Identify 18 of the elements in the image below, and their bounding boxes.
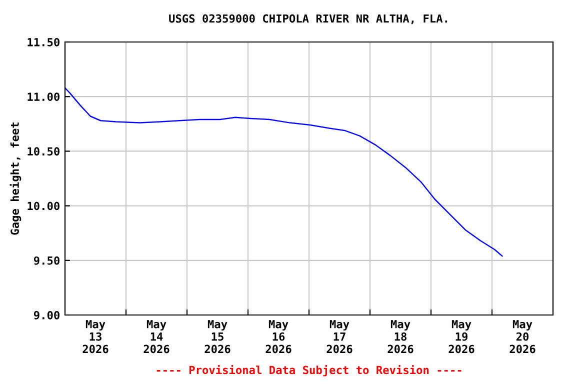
y-tick-label: 11.50 [28, 38, 60, 46]
y-tick-label: 9.00 [34, 310, 60, 320]
chart-title: USGS 02359000 CHIPOLA RIVER NR ALTHA, FLA. [169, 14, 448, 24]
x-tick-label: May 20 2026 [510, 320, 536, 354]
x-tick-label: May 17 2026 [326, 320, 352, 354]
line-series [65, 87, 503, 257]
x-tick-label: May 14 2026 [144, 320, 170, 354]
x-tick-label: May 18 2026 [388, 320, 414, 354]
x-tick-label: May 15 2026 [204, 320, 230, 354]
y-tick-label: 10.00 [28, 202, 60, 210]
y-tick-label: 9.50 [34, 256, 60, 265]
y-tick-label: 10.50 [28, 147, 60, 156]
x-tick-label: May 19 2026 [448, 320, 474, 354]
y-axis-title: Gage height, feet [10, 122, 22, 235]
y-tick-label: 11.00 [28, 92, 60, 101]
x-tick-label: May 13 2026 [82, 320, 108, 354]
text: ---- Provisional Data Subject to Revision ---- [156, 364, 462, 376]
x-tick-label: May 16 2026 [266, 320, 292, 354]
